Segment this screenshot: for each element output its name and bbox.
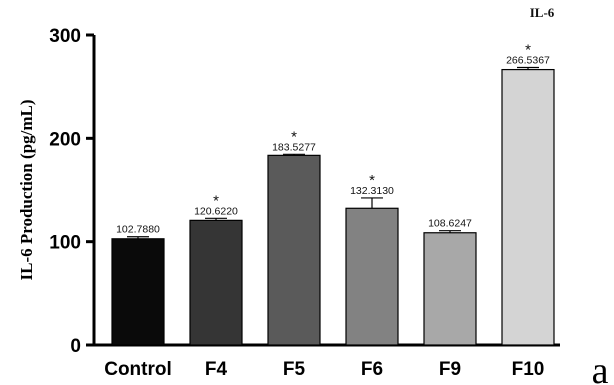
- x-tick-label: F10: [512, 359, 545, 380]
- bar-control: [111, 238, 165, 346]
- x-tick-label: F4: [205, 359, 228, 380]
- value-label: 183.5277: [272, 141, 316, 153]
- y-tick-label: 200: [49, 129, 81, 150]
- value-label: 102.7880: [116, 224, 160, 236]
- x-tick-label: F6: [361, 359, 383, 380]
- bar-f5: [267, 154, 321, 346]
- x-tick-label: F5: [283, 359, 306, 380]
- y-axis-label: IL-6 Production (pg/mL): [17, 99, 36, 280]
- panel-label: a: [592, 350, 609, 385]
- axes: 0 100 200 300 Control F4 F5 F6 F9 F10: [49, 26, 560, 380]
- significance-marker: *: [525, 42, 531, 59]
- value-label: 108.6247: [428, 218, 472, 230]
- chart-title: IL-6: [530, 5, 555, 20]
- significance-marker: *: [291, 128, 297, 145]
- x-tick-label: Control: [104, 359, 172, 380]
- value-labels: 102.7880120.6220*183.5277*132.3130*108.6…: [116, 42, 550, 236]
- x-tick-label: F9: [439, 359, 461, 380]
- value-label: 132.3130: [350, 185, 394, 197]
- value-label: 266.5367: [506, 55, 550, 67]
- bar-f10: [501, 68, 555, 346]
- y-tick-label: 100: [49, 233, 81, 254]
- bar-f9: [423, 232, 477, 346]
- bar-f4: [189, 219, 243, 346]
- y-tick-label: 0: [70, 336, 81, 357]
- significance-marker: *: [369, 172, 375, 189]
- significance-marker: *: [213, 192, 219, 209]
- value-label: 120.6220: [194, 205, 238, 217]
- y-tick-label: 300: [49, 26, 81, 47]
- bar-f6: [345, 207, 399, 346]
- bars: [111, 66, 555, 346]
